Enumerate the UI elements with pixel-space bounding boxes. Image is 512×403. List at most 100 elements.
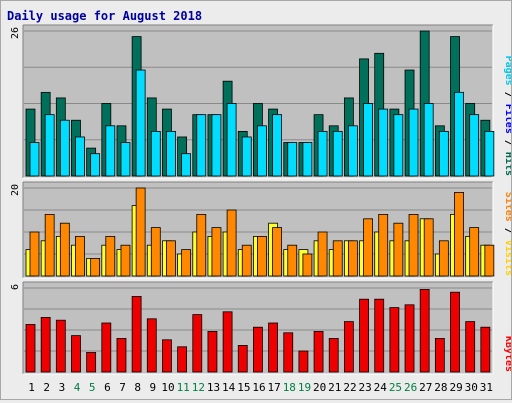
bar-kbytes-day-2 [40,316,51,373]
bar-sites-day-27 [423,218,434,277]
legend-separator: / [503,86,511,104]
x-tick-label-day-17: 17 [268,381,281,394]
x-tick-label-day-1: 1 [28,381,35,394]
bar-pages-day-28 [438,130,449,177]
bar-sites-day-18 [287,244,298,277]
bar-sites-day-14 [226,209,237,277]
x-axis-labels: 1 2 3 4 5 6 7 8 9 10 11 12 13 14 15 16 17 18 19 20 21 22 23 24 2… [28,381,493,394]
bar-sites-day-8 [135,187,146,277]
legend-item-files: Files [503,104,511,134]
x-tick-label-day-8: 8 [134,381,141,394]
bar-pages-day-24 [378,108,389,177]
x-tick-label-day-20: 20 [313,381,326,394]
bar-kbytes-day-7 [116,337,127,373]
x-tick-label-day-10: 10 [161,381,174,394]
bar-pages-day-19 [302,142,313,177]
legend-item-pages: Pages [503,56,511,86]
bar-pages-day-22 [347,125,358,177]
x-tick-label-day-30: 30 [465,381,478,394]
bar-kbytes-day-26 [404,304,415,373]
bar-sites-day-21 [332,240,343,277]
bar-pages-day-5 [90,153,101,177]
bar-pages-day-27 [423,103,434,177]
bar-pages-day-2 [44,114,55,177]
bar-kbytes-day-21 [328,337,339,373]
legend-item-sites: Sites [503,192,511,222]
y-max-label: 6 [10,284,21,290]
bar-kbytes-day-20 [313,330,324,373]
x-tick-label-day-24: 24 [374,381,388,394]
x-tick-label-day-23: 23 [359,381,372,394]
bar-kbytes-day-16 [253,326,263,373]
bar-pages-day-23 [363,103,373,177]
bar-kbytes-day-12 [192,314,203,373]
panel-pages-files-hits: 26 Pages / Files / Hits [10,24,512,179]
x-tick-label-day-7: 7 [119,381,126,394]
bar-pages-day-9 [150,130,161,177]
bar-sites-day-16 [257,235,267,277]
bar-pages-day-15 [241,136,252,177]
bar-pages-day-17 [272,114,282,177]
bar-pages-day-25 [393,114,404,177]
bar-kbytes-day-30 [465,321,476,373]
bar-sites-day-12 [196,213,207,277]
bar-sites-day-24 [378,213,389,277]
bar-kbytes-day-8 [131,295,142,373]
bar-sites-day-13 [211,227,222,277]
bar-sites-day-20 [317,231,328,277]
x-tick-label-day-22: 22 [343,381,356,394]
x-tick-label-day-21: 21 [328,381,341,394]
bar-kbytes-day-28 [434,337,445,373]
x-tick-label-day-25: 25 [389,381,402,394]
x-tick-label-day-4: 4 [74,381,81,394]
bar-pages-day-1 [29,142,40,177]
bar-kbytes-day-22 [343,321,354,373]
bar-sites-day-9 [150,227,161,277]
bar-pages-day-4 [75,136,85,177]
legend-item-kbytes: KBytes [503,336,511,372]
bar-pages-day-6 [105,125,116,177]
chart-title: Daily usage for August 2018 [7,9,202,23]
legend-sites-visits: Sites / Visits [503,192,511,276]
chart-panels: 26 Pages / Files / Hits 20 Sites / Visits 6 K… [10,24,512,375]
bar-sites-day-28 [438,240,449,277]
bar-pages-day-16 [257,125,267,177]
x-tick-label-day-15: 15 [237,381,250,394]
x-tick-label-day-27: 27 [419,381,432,394]
bar-kbytes-day-13 [207,330,218,373]
bar-pages-day-3 [59,119,70,177]
bar-kbytes-day-14 [222,311,233,373]
bar-sites-day-4 [75,235,85,277]
bar-pages-day-21 [332,130,343,177]
bar-sites-day-26 [408,213,419,277]
bar-pages-day-31 [484,130,495,177]
bar-sites-day-6 [105,235,116,277]
legend-separator: / [503,134,511,152]
x-tick-label-day-31: 31 [480,381,493,394]
x-tick-label-day-28: 28 [434,381,447,394]
x-tick-label-day-5: 5 [89,381,96,394]
panel-sites-visits: 20 Sites / Visits [10,181,512,279]
legend-item-hits: Hits [503,152,511,176]
panel-kbytes: 6 KBytes [10,281,512,375]
legend-kbytes: KBytes [503,336,511,372]
x-tick-label-day-18: 18 [283,381,296,394]
bar-kbytes-day-19 [298,350,309,373]
bar-sites-day-5 [90,257,101,277]
bar-pages-day-8 [135,69,146,177]
bar-pages-day-29 [454,91,464,177]
bar-pages-day-20 [317,130,328,177]
bar-kbytes-day-6 [101,322,112,373]
bar-kbytes-day-11 [177,346,188,373]
x-tick-label-day-6: 6 [104,381,111,394]
bar-pages-day-11 [181,153,192,177]
x-tick-label-day-19: 19 [298,381,311,394]
bar-sites-day-2 [44,213,55,277]
bar-sites-day-31 [484,244,495,277]
y-max-label: 20 [10,184,21,196]
bar-kbytes-day-17 [268,322,278,373]
bar-sites-day-30 [469,227,480,277]
bar-kbytes-day-1 [25,323,36,373]
